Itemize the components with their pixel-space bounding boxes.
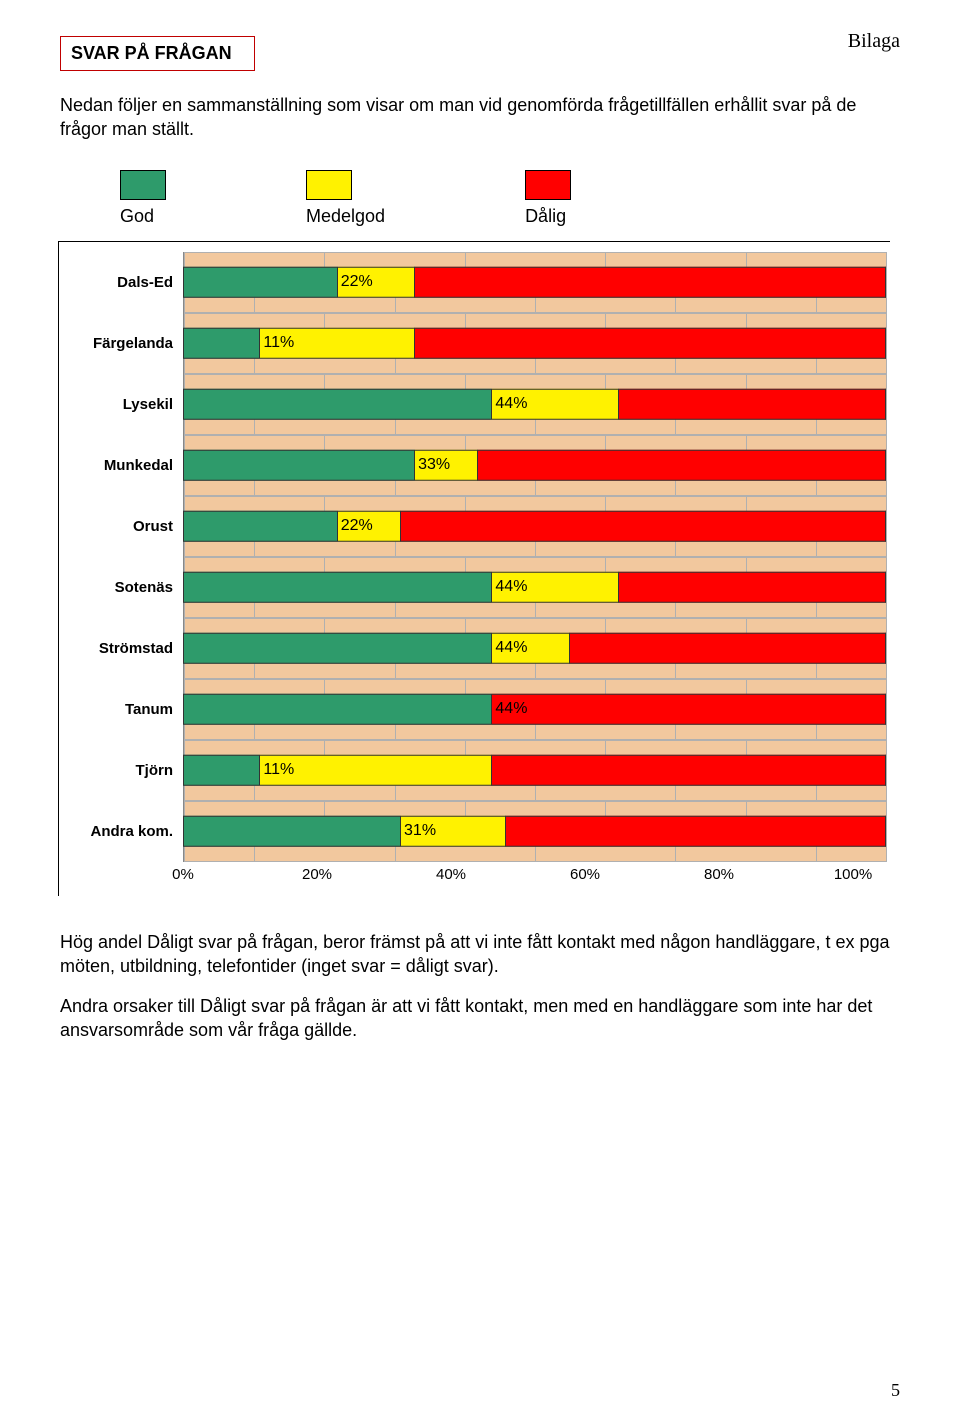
bar-slot: 33%: [183, 435, 886, 496]
x-axis-tick-label: 20%: [302, 866, 332, 883]
chart-row: Dals-Ed 22%: [63, 252, 886, 313]
bar-segment-bad: [492, 755, 886, 786]
chart-row: Andra kom. 31%: [63, 801, 886, 862]
stacked-bar: [183, 816, 886, 847]
x-axis-tick-label: 100%: [834, 866, 872, 883]
page: Bilaga SVAR PÅ FRÅGAN Nedan följer en sa…: [0, 0, 960, 1427]
chart-row: Lysekil 44%: [63, 374, 886, 435]
bar-green-percent-label: 44%: [495, 639, 527, 657]
bar-green-percent-label: 11%: [263, 334, 294, 352]
legend-item-bad: Dålig: [525, 170, 571, 227]
legend-item-mid: Medelgod: [306, 170, 385, 227]
bar-slot: 44%: [183, 557, 886, 618]
bar-segment-good: [183, 267, 338, 298]
category-label: Strömstad: [63, 618, 183, 679]
legend-swatch-mid: [306, 170, 352, 200]
chart-legend: God Medelgod Dålig: [60, 170, 900, 227]
bar-slot: 31%: [183, 801, 886, 862]
chart-rows: Dals-Ed 22% Färgelanda 11% Lysekil 44% Munkeda…: [63, 252, 886, 862]
stacked-bar: [183, 694, 886, 725]
x-axis-tick-label: 40%: [436, 866, 466, 883]
legend-swatch-good: [120, 170, 166, 200]
explanation-para-1: Hög andel Dåligt svar på frågan, beror f…: [60, 930, 890, 979]
header-appendix-label: Bilaga: [848, 30, 900, 53]
stacked-bar: [183, 389, 886, 420]
axis-wrap: 0%20%40%60%80%100%: [183, 862, 853, 888]
bar-segment-mid: [260, 755, 492, 786]
bar-segment-bad: [619, 389, 886, 420]
category-label: Färgelanda: [63, 313, 183, 374]
bar-segment-bad: [401, 511, 886, 542]
category-label: Orust: [63, 496, 183, 557]
bar-slot: 11%: [183, 313, 886, 374]
bar-slot: 22%: [183, 496, 886, 557]
bar-green-percent-label: 11%: [263, 761, 294, 779]
legend-item-good: God: [120, 170, 166, 227]
body-text: Hög andel Dåligt svar på frågan, beror f…: [60, 930, 890, 1043]
bar-segment-bad: [619, 572, 886, 603]
stacked-bar: [183, 450, 886, 481]
bar-green-percent-label: 33%: [418, 456, 450, 474]
stacked-bar: [183, 572, 886, 603]
bar-segment-bad: [570, 633, 886, 664]
category-label: Lysekil: [63, 374, 183, 435]
bar-segment-bad: [415, 328, 886, 359]
legend-label-bad: Dålig: [525, 206, 566, 227]
bar-green-percent-label: 44%: [495, 700, 527, 718]
category-label: Tjörn: [63, 740, 183, 801]
legend-label-mid: Medelgod: [306, 206, 385, 227]
bar-green-percent-label: 44%: [495, 578, 527, 596]
chart-row: Tanum 44%: [63, 679, 886, 740]
chart-frame: Dals-Ed 22% Färgelanda 11% Lysekil 44% Munkeda…: [58, 241, 890, 896]
explanation-para-2: Andra orsaker till Dåligt svar på frågan…: [60, 994, 890, 1043]
bar-segment-bad: [478, 450, 886, 481]
category-label: Tanum: [63, 679, 183, 740]
category-label: Andra kom.: [63, 801, 183, 862]
section-title: SVAR PÅ FRÅGAN: [71, 43, 232, 63]
bar-segment-good: [183, 572, 492, 603]
bar-green-percent-label: 31%: [404, 822, 436, 840]
chart-row: Sotenäs 44%: [63, 557, 886, 618]
stacked-bar: [183, 267, 886, 298]
category-label: Sotenäs: [63, 557, 183, 618]
bar-segment-bad: [492, 694, 886, 725]
bar-segment-bad: [506, 816, 886, 847]
bar-slot: 44%: [183, 618, 886, 679]
bar-segment-good: [183, 389, 492, 420]
chart-row: Munkedal 33%: [63, 435, 886, 496]
stacked-bar: [183, 511, 886, 542]
x-axis-tick-label: 80%: [704, 866, 734, 883]
bar-segment-bad: [415, 267, 886, 298]
stacked-bar: [183, 633, 886, 664]
intro-paragraph: Nedan följer en sammanställning som visa…: [60, 93, 890, 142]
x-axis-tick-label: 60%: [570, 866, 600, 883]
chart-row: Färgelanda 11%: [63, 313, 886, 374]
bar-slot: 22%: [183, 252, 886, 313]
bar-segment-good: [183, 450, 415, 481]
legend-swatch-bad: [525, 170, 571, 200]
bar-segment-good: [183, 694, 492, 725]
x-axis-tick-label: 0%: [172, 866, 194, 883]
bar-green-percent-label: 22%: [341, 517, 373, 535]
section-title-box: SVAR PÅ FRÅGAN: [60, 36, 255, 71]
bar-slot: 44%: [183, 374, 886, 435]
bar-segment-good: [183, 511, 338, 542]
bar-segment-good: [183, 633, 492, 664]
page-number: 5: [891, 1380, 900, 1401]
bar-slot: 44%: [183, 679, 886, 740]
chart-row: Orust 22%: [63, 496, 886, 557]
legend-label-good: God: [120, 206, 154, 227]
x-axis-labels: 0%20%40%60%80%100%: [183, 862, 853, 888]
bar-green-percent-label: 44%: [495, 395, 527, 413]
bar-slot: 11%: [183, 740, 886, 801]
chart-row: Strömstad 44%: [63, 618, 886, 679]
bar-green-percent-label: 22%: [341, 273, 373, 291]
bar-segment-good: [183, 816, 401, 847]
category-label: Munkedal: [63, 435, 183, 496]
bar-segment-good: [183, 755, 260, 786]
chart-row: Tjörn 11%: [63, 740, 886, 801]
category-label: Dals-Ed: [63, 252, 183, 313]
bar-segment-good: [183, 328, 260, 359]
